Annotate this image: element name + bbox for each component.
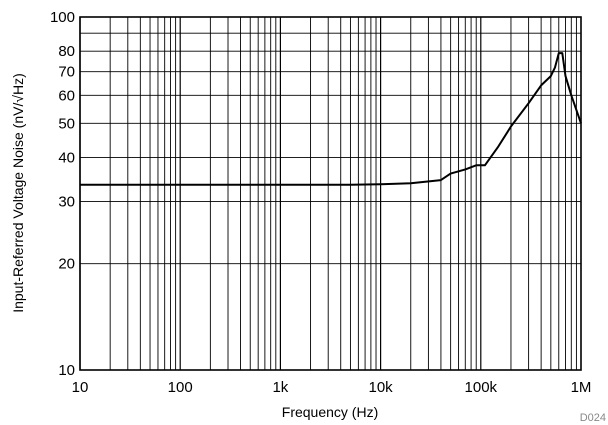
y-tick-labels: 10 20 30 40 50 60 70 80 100	[50, 9, 75, 379]
y-tick-label: 60	[58, 87, 75, 104]
y-tick-label: 100	[50, 9, 75, 26]
x-tick-labels: 10 100 1k 10k 100k 1M	[72, 379, 592, 396]
y-tick-label: 20	[58, 256, 75, 273]
x-tick-label: 1M	[571, 379, 592, 396]
y-tick-label: 40	[58, 149, 75, 166]
x-tick-label: 10k	[369, 379, 394, 396]
y-tick-label: 50	[58, 115, 75, 132]
x-tick-label: 10	[72, 379, 89, 396]
noise-series-line	[80, 52, 582, 186]
plot-area-frame	[79, 16, 582, 371]
figure-id-label: D024	[580, 412, 606, 424]
x-axis-title: Frequency (Hz)	[282, 404, 378, 420]
y-tick-label: 10	[58, 362, 75, 379]
series-layer	[80, 52, 582, 186]
x-tick-label: 1k	[272, 379, 288, 396]
y-tick-label: 80	[58, 43, 75, 60]
x-tick-label: 100	[168, 379, 193, 396]
y-tick-label: 70	[58, 64, 75, 81]
y-tick-label: 30	[58, 194, 75, 211]
x-tick-label: 100k	[465, 379, 498, 396]
grid-lines	[79, 16, 581, 371]
y-axis-title: Input-Referred Voltage Noise (nV/√Hz)	[10, 73, 26, 313]
